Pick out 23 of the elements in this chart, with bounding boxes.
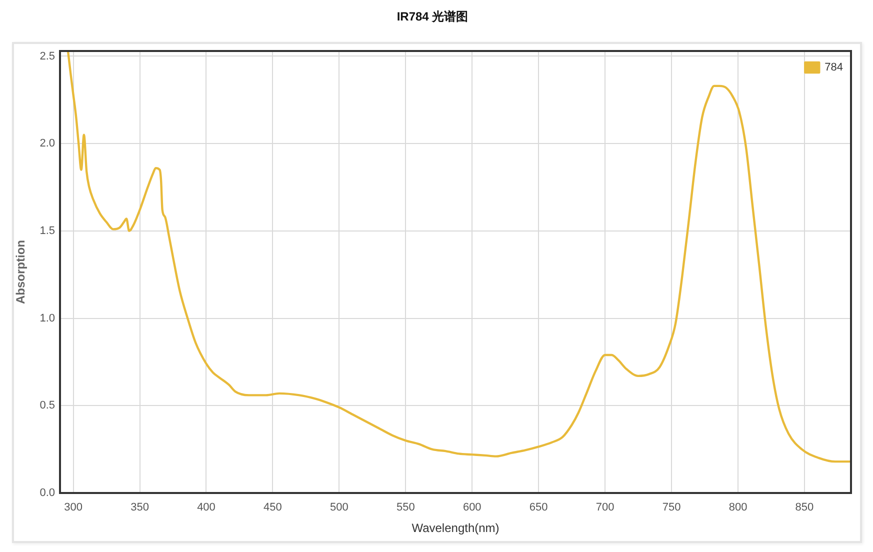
- y-axis-title: Absorption: [14, 240, 28, 304]
- chart-title: IR784 光谱图: [396, 10, 468, 24]
- y-tick-label: 0.0: [40, 487, 55, 500]
- x-tick-label: 300: [64, 502, 82, 514]
- x-tick-label: 700: [596, 502, 614, 514]
- y-tick-label: 1.5: [40, 224, 55, 237]
- x-tick-label: 650: [529, 502, 548, 514]
- x-tick-label: 550: [396, 502, 415, 514]
- y-tick-label: 2.0: [40, 138, 55, 150]
- y-tick-label: 2.5: [40, 50, 55, 62]
- x-tick-label: 800: [728, 502, 748, 514]
- y-tick-label: 0.5: [40, 400, 55, 412]
- x-axis-title: Wavelength(nm): [412, 521, 500, 536]
- x-tick-label: 750: [662, 502, 681, 514]
- x-tick-label: 850: [795, 502, 814, 514]
- legend-label: 784: [824, 62, 844, 74]
- x-tick-label: 500: [330, 502, 348, 514]
- x-tick-label: 350: [130, 502, 149, 514]
- y-tick-label: 1.0: [40, 312, 55, 324]
- x-tick-label: 600: [462, 502, 482, 514]
- x-tick-label: 400: [197, 502, 216, 514]
- line-series: [66, 51, 851, 463]
- x-tick-label: 450: [264, 502, 282, 514]
